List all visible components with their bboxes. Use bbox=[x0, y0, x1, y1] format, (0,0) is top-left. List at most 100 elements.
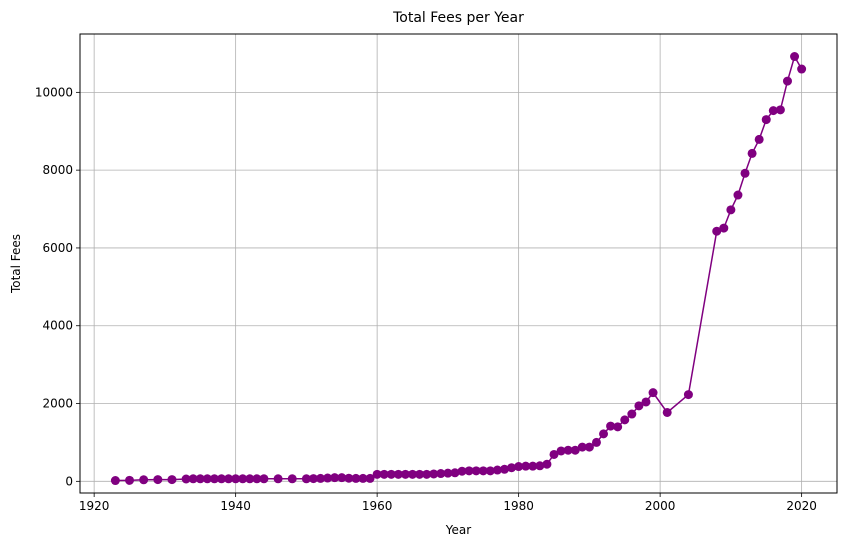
data-point bbox=[379, 469, 389, 479]
y-tick-label: 4000 bbox=[42, 319, 73, 333]
y-tick-label: 0 bbox=[65, 474, 73, 488]
data-point bbox=[202, 474, 212, 484]
data-point bbox=[224, 474, 234, 484]
data-point bbox=[195, 474, 205, 484]
data-point bbox=[464, 466, 474, 476]
data-point bbox=[209, 474, 219, 484]
y-tick-label: 10000 bbox=[35, 85, 73, 99]
data-point bbox=[563, 445, 573, 455]
data-point bbox=[712, 226, 722, 236]
data-point bbox=[683, 390, 693, 400]
x-tick-label: 2020 bbox=[786, 499, 817, 513]
data-point bbox=[740, 168, 750, 178]
data-point bbox=[754, 134, 764, 144]
data-point bbox=[287, 474, 297, 484]
data-point bbox=[429, 469, 439, 479]
data-point bbox=[492, 465, 502, 475]
y-axis-ticks: 0 2000 4000 6000 8000 10000 bbox=[35, 85, 80, 488]
data-point bbox=[584, 442, 594, 452]
data-point bbox=[599, 429, 609, 439]
data-point bbox=[301, 474, 311, 484]
data-point bbox=[415, 469, 425, 479]
data-point bbox=[648, 388, 658, 398]
data-point bbox=[365, 473, 375, 483]
data-point bbox=[110, 476, 120, 486]
data-point bbox=[528, 461, 538, 471]
y-tick-label: 8000 bbox=[42, 163, 73, 177]
y-tick-label: 2000 bbox=[42, 397, 73, 411]
data-point bbox=[153, 475, 163, 485]
data-point bbox=[627, 409, 637, 419]
data-point bbox=[620, 415, 630, 425]
data-point bbox=[471, 466, 481, 476]
data-point bbox=[514, 462, 524, 472]
data-point bbox=[167, 475, 177, 485]
data-point bbox=[485, 466, 495, 476]
data-point bbox=[330, 473, 340, 483]
y-tick-label: 6000 bbox=[42, 241, 73, 255]
x-axis-ticks: 1920 1940 1960 1980 2000 2020 bbox=[79, 493, 817, 513]
data-point bbox=[245, 474, 255, 484]
data-point bbox=[457, 466, 467, 476]
data-point bbox=[499, 464, 509, 474]
data-point bbox=[521, 461, 531, 471]
data-point bbox=[139, 475, 149, 485]
x-tick-label: 1940 bbox=[220, 499, 251, 513]
data-point bbox=[775, 105, 785, 115]
data-point bbox=[747, 148, 757, 158]
grid bbox=[80, 34, 837, 493]
data-point bbox=[344, 473, 354, 483]
data-point bbox=[408, 469, 418, 479]
data-point bbox=[422, 469, 432, 479]
data-point bbox=[591, 437, 601, 447]
data-point bbox=[719, 223, 729, 233]
x-tick-label: 1960 bbox=[362, 499, 393, 513]
data-point bbox=[797, 64, 807, 74]
data-point bbox=[549, 449, 559, 459]
data-point bbox=[542, 459, 552, 469]
data-point bbox=[400, 469, 410, 479]
data-point bbox=[393, 469, 403, 479]
y-axis-label: Total Fees bbox=[9, 234, 23, 294]
data-point bbox=[358, 473, 368, 483]
x-tick-label: 2000 bbox=[645, 499, 676, 513]
data-point bbox=[613, 422, 623, 432]
data-point bbox=[238, 474, 248, 484]
data-point bbox=[125, 475, 135, 485]
data-point bbox=[386, 469, 396, 479]
data-point bbox=[337, 473, 347, 483]
x-tick-label: 1920 bbox=[79, 499, 110, 513]
data-point bbox=[535, 461, 545, 471]
data-point bbox=[436, 469, 446, 479]
data-point bbox=[231, 474, 241, 484]
data-point bbox=[259, 474, 269, 484]
data-point bbox=[570, 445, 580, 455]
data-point bbox=[726, 205, 736, 215]
data-point bbox=[181, 474, 191, 484]
data-point bbox=[782, 76, 792, 86]
data-point bbox=[478, 466, 488, 476]
plot-area-frame bbox=[79, 33, 838, 494]
series-line bbox=[115, 54, 803, 482]
data-point bbox=[662, 407, 672, 417]
chart-title: Total Fees per Year bbox=[392, 10, 524, 26]
data-point bbox=[634, 401, 644, 411]
data-point bbox=[443, 468, 453, 478]
data-point bbox=[606, 421, 616, 431]
data-point bbox=[323, 473, 333, 483]
data-point bbox=[577, 442, 587, 452]
data-point bbox=[188, 474, 198, 484]
series-markers bbox=[110, 52, 807, 486]
data-point bbox=[507, 463, 517, 473]
data-point bbox=[450, 468, 460, 478]
data-point bbox=[372, 469, 382, 479]
data-point bbox=[768, 106, 778, 116]
data-point bbox=[641, 397, 651, 407]
data-point bbox=[273, 474, 283, 484]
data-point bbox=[733, 190, 743, 200]
data-point bbox=[351, 473, 361, 483]
data-point bbox=[556, 446, 566, 456]
data-point bbox=[216, 474, 226, 484]
data-point bbox=[316, 473, 326, 483]
